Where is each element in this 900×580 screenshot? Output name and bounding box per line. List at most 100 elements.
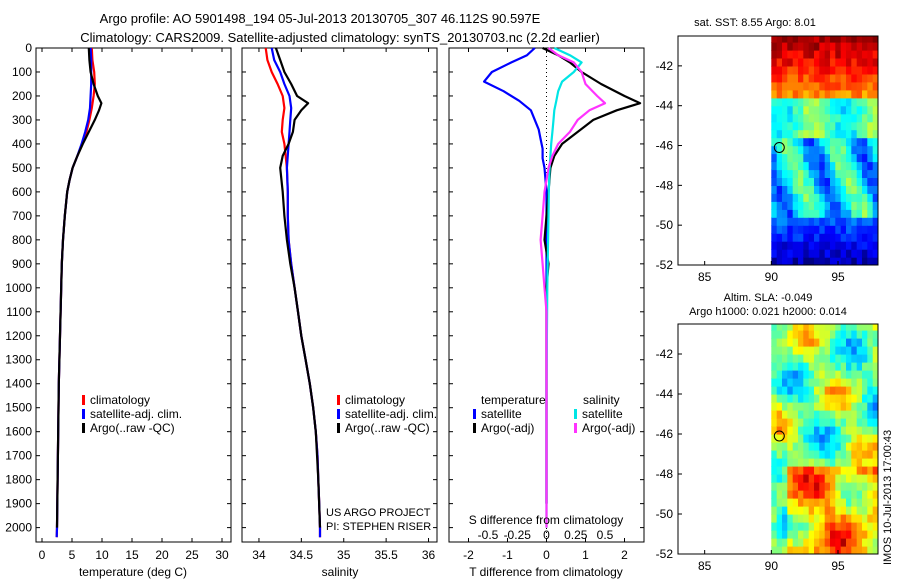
sst-map-axes: 85 90 95 -42 -44 -46 -48 -50 -52: [656, 59, 845, 284]
map-cell: [808, 466, 815, 475]
map-cell: [798, 370, 804, 379]
map-cell: [782, 49, 788, 59]
map-cell: [867, 522, 874, 531]
map-cell: [846, 42, 852, 51]
map-cell: [808, 354, 815, 363]
map-cell: [835, 73, 842, 83]
map-cell: [819, 217, 826, 226]
map-cell: [814, 514, 820, 523]
map-cell: [872, 65, 878, 75]
map-cell: [782, 514, 788, 523]
map-cell: [840, 209, 847, 218]
map-cell: [851, 153, 858, 163]
map-cell: [840, 418, 847, 427]
map-cell: [814, 81, 820, 91]
map-cell: [835, 346, 842, 355]
map-cell: [840, 458, 847, 467]
map-cell: [846, 370, 852, 379]
map-cell: [862, 121, 868, 131]
y-tick-label: 700: [12, 209, 32, 223]
series-line: [539, 47, 607, 528]
map-cell: [787, 57, 794, 67]
map-cell: [851, 233, 858, 242]
map-cell: [808, 105, 815, 115]
series-line: [274, 47, 322, 528]
map-cell: [840, 57, 847, 67]
map-cell: [862, 362, 868, 371]
map-cell: [771, 161, 778, 171]
map-cell: [824, 450, 831, 459]
map-cell: [835, 482, 842, 491]
map-x-tick-label: 95: [831, 270, 845, 284]
map-cell: [814, 450, 820, 459]
map-cell: [798, 474, 804, 483]
map-cell: [862, 442, 868, 451]
map-cell: [776, 450, 783, 459]
map-cell: [851, 177, 858, 186]
map-cell: [824, 474, 831, 483]
map-cell: [798, 330, 804, 339]
s-scale-label: -0.25: [504, 528, 532, 542]
map-cell: [814, 546, 820, 554]
map-cell: [798, 137, 804, 147]
map-cell: [808, 73, 815, 83]
map-cell: [782, 113, 788, 123]
map-cell: [808, 538, 815, 547]
map-cell: [776, 49, 783, 59]
map-cell: [824, 241, 831, 250]
map-cell: [787, 490, 794, 499]
map-cell: [824, 362, 831, 371]
map-cell: [872, 145, 878, 155]
map-cell: [792, 49, 799, 59]
map-cell: [835, 145, 842, 155]
map-cell: [792, 434, 799, 443]
map-cell: [867, 506, 874, 515]
map-cell: [808, 346, 815, 355]
map-cell: [830, 354, 836, 363]
map-x-tick-label: 85: [698, 270, 712, 284]
map-cell: [792, 137, 799, 147]
map-cell: [830, 241, 836, 250]
map-cell: [803, 378, 810, 387]
map-cell: [840, 362, 847, 371]
map-cell: [771, 113, 778, 123]
map-cell: [862, 402, 868, 411]
map-cell: [867, 418, 874, 427]
map-cell: [776, 209, 783, 218]
map-cell: [856, 257, 863, 265]
map-cell: [872, 49, 878, 59]
map-cell: [792, 233, 799, 242]
map-cell: [846, 129, 852, 139]
map-cell: [872, 386, 878, 395]
map-cell: [776, 249, 783, 258]
map-cell: [792, 506, 799, 515]
map-cell: [771, 233, 778, 242]
map-cell: [782, 324, 788, 331]
map-cell: [803, 506, 810, 515]
map-cell: [830, 530, 836, 539]
map-cell: [872, 225, 878, 234]
map-cell: [808, 233, 815, 242]
map-cell: [840, 217, 847, 226]
map-cell: [798, 402, 804, 411]
map-cell: [782, 257, 788, 265]
map-cell: [798, 201, 804, 210]
map-cell: [771, 378, 778, 387]
map-cell: [787, 89, 794, 99]
map-cell: [867, 458, 874, 467]
map-cell: [792, 410, 799, 419]
map-cell: [856, 241, 863, 250]
temperature-x-label: temperature (deg C): [79, 565, 187, 579]
map-cell: [798, 410, 804, 419]
map-cell: [771, 354, 778, 363]
map-cell: [803, 522, 810, 531]
legend-swatch-s-satellite: [574, 409, 577, 419]
map-cell: [814, 225, 820, 234]
map-cell: [803, 402, 810, 411]
map-cell: [814, 97, 820, 107]
map-cell: [798, 338, 804, 347]
map-cell: [803, 466, 810, 475]
map-cell: [856, 394, 863, 403]
map-cell: [787, 338, 794, 347]
map-cell: [814, 410, 820, 419]
